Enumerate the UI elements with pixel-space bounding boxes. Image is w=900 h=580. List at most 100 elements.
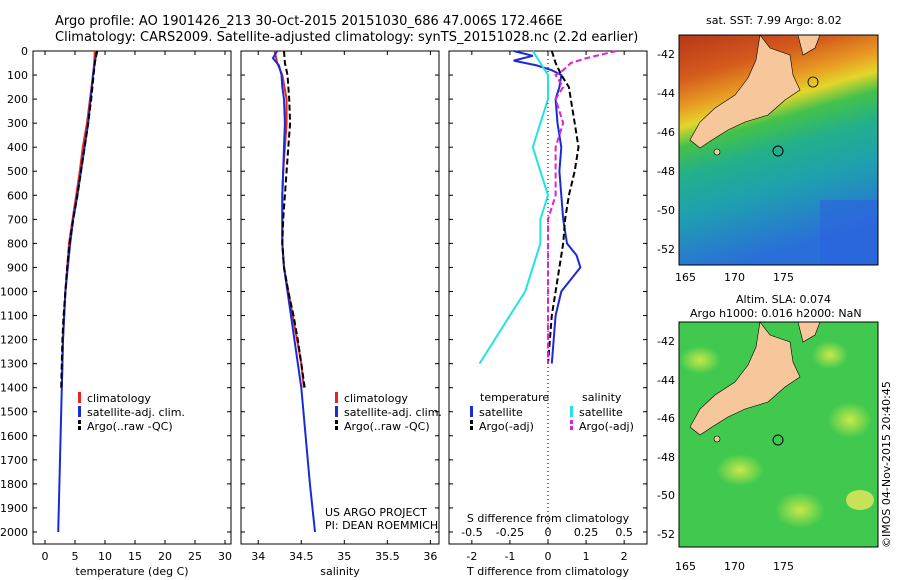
sst-cold-patch — [820, 200, 878, 265]
profile-title: Argo profile: AO 1901426_213 30-Oct-2015… — [55, 14, 563, 29]
sla-lon-label: 175 — [773, 560, 794, 573]
credit-pi: PI: DEAN ROEMMICH — [325, 519, 439, 532]
sst-lon-label: 165 — [675, 271, 696, 284]
legend-item-argo: Argo(..raw -QC) — [335, 420, 430, 432]
legend-item-s-argo: Argo(-adj) — [570, 420, 634, 432]
x-tick-label: 36 — [423, 550, 437, 563]
legend-label: satellite-adj. clim. — [344, 406, 442, 419]
y-tick-label: 500 — [7, 165, 28, 178]
x-axis-label: T difference from climatology — [466, 565, 629, 578]
x-tick-label-s: 0.5 — [615, 526, 633, 539]
x-tick-label: 5 — [72, 550, 79, 563]
y-tick-label: 1900 — [0, 502, 28, 515]
argo-position-marker — [772, 434, 784, 446]
legend-swatch — [470, 406, 473, 417]
new-zealand-north-island — [797, 35, 821, 56]
legend-swatch — [78, 392, 81, 403]
legend-item-climatology: climatology — [335, 392, 408, 404]
x-tick-label: 10 — [98, 550, 112, 563]
legend-item-satellite: satellite-adj. clim. — [335, 406, 442, 418]
y-tick-label: 900 — [7, 261, 28, 274]
series-line-s-satellite — [478, 50, 550, 365]
series-line-satellite-adj-clim- — [271, 50, 316, 533]
legend-item-s-satellite: satellite — [570, 406, 623, 418]
sla-anomaly-blob — [775, 492, 825, 528]
y-tick-label: 200 — [7, 93, 28, 106]
x-axis-label: temperature (deg C) — [75, 565, 188, 578]
legend-label: Argo(..raw -QC) — [87, 420, 173, 433]
legend-swatch — [335, 420, 338, 431]
x-tick-label: 0 — [42, 550, 49, 563]
sla-lat-label: -46 — [657, 412, 675, 425]
sla-anomaly-blob — [716, 454, 764, 486]
legend-label: satellite-adj. clim. — [87, 406, 185, 419]
legend-label: Argo(-adj) — [479, 420, 534, 433]
legend-swatch — [78, 420, 81, 431]
x-tick-label: -1 — [504, 550, 515, 563]
y-tick-label: 1500 — [0, 406, 28, 419]
legend-label: satellite — [579, 406, 623, 419]
sla-lon-label: 165 — [675, 560, 696, 573]
y-tick-label: 1100 — [0, 310, 28, 323]
y-tick-label: 2000 — [0, 526, 28, 539]
legend-swatch — [335, 406, 338, 417]
y-tick-label: 1700 — [0, 454, 28, 467]
sla-map-subtitle: Argo h1000: 0.016 h2000: NaN — [690, 307, 862, 320]
legend-title-temperature: temperature — [480, 391, 550, 404]
sst-map-title: sat. SST: 7.99 Argo: 8.02 — [706, 14, 842, 27]
series-line-argo-raw-qc- — [281, 50, 306, 388]
sla-map — [679, 322, 878, 547]
legend-swatch — [570, 420, 573, 431]
legend-item-satellite: satellite-adj. clim. — [78, 406, 185, 418]
sst-lat-label: -42 — [657, 48, 675, 61]
x-tick-label: 30 — [218, 550, 232, 563]
y-tick-label: 700 — [7, 213, 28, 226]
y-tick-label: 800 — [7, 237, 28, 250]
sst-lat-label: -48 — [657, 165, 675, 178]
legend-swatch — [470, 420, 473, 431]
x-tick-label: -2 — [466, 550, 477, 563]
sla-lat-label: -50 — [657, 489, 675, 502]
y-tick-label: 400 — [7, 141, 28, 154]
legend-item-t-argo: Argo(-adj) — [470, 420, 534, 432]
series-line-t-satellite — [513, 50, 582, 364]
y-tick-label: 1600 — [0, 430, 28, 443]
legend-swatch — [570, 406, 573, 417]
legend-label: satellite — [479, 406, 523, 419]
y-tick-label: 0 — [21, 45, 28, 58]
x-tick-label: 25 — [188, 550, 202, 563]
y-tick-label: 1800 — [0, 478, 28, 491]
x-tick-label: 15 — [128, 550, 142, 563]
legend-swatch — [335, 392, 338, 403]
sla-anomaly-blob — [680, 346, 720, 374]
x-tick-label: 35 — [337, 550, 351, 563]
x-tick-label: 0 — [545, 550, 552, 563]
credit-project: US ARGO PROJECT — [325, 506, 427, 519]
sla-lat-label: -42 — [657, 335, 675, 348]
x-tick-label-s: 0 — [545, 526, 552, 539]
x-tick-label: 1 — [583, 550, 590, 563]
sst-lon-label: 170 — [724, 271, 745, 284]
chatham-contour — [807, 76, 819, 88]
legend-label: Argo(-adj) — [579, 420, 634, 433]
series-line-s-argo-adj- — [547, 50, 617, 364]
sst-lat-label: -50 — [657, 204, 675, 217]
sst-lon-label: 175 — [773, 271, 794, 284]
sla-map-title: Altim. SLA: 0.074 — [736, 293, 832, 306]
new-zealand-south-island — [689, 35, 801, 149]
sst-lat-label: -52 — [657, 243, 675, 256]
x-axis-label-s: S difference from climatology — [467, 512, 630, 525]
sla-map-frame — [678, 321, 879, 548]
x-tick-label: 2 — [621, 550, 628, 563]
sst-lat-label: -46 — [657, 126, 675, 139]
x-tick-label: 34 — [251, 550, 265, 563]
new-zealand-south-island — [689, 322, 801, 436]
legend-label: Argo(..raw -QC) — [344, 420, 430, 433]
sst-map-frame — [678, 34, 879, 266]
new-zealand-north-island — [797, 322, 821, 343]
legend-item-climatology: climatology — [78, 392, 151, 404]
panel-frame — [240, 50, 440, 545]
argo-position-marker — [772, 145, 784, 157]
x-axis-label: salinity — [320, 565, 360, 578]
